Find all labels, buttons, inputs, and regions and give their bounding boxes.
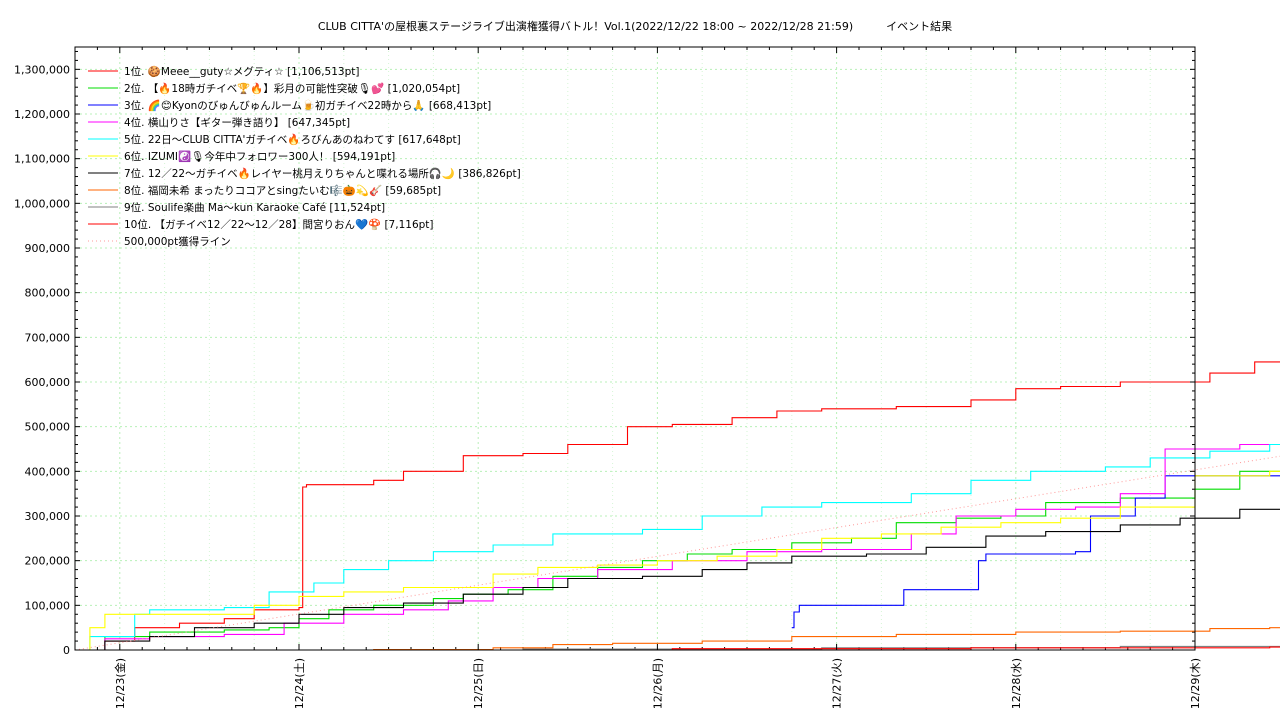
legend-label: 9位. Soulife楽曲 Ma〜kun Karaoke Café [11,52… [124, 201, 385, 214]
x-tick-label: 12/26(月) [651, 658, 664, 709]
chart-title: CLUB CITTA'の屋根裏ステージライブ出演権獲得バトル！Vol.1(202… [317, 20, 953, 33]
series-line-8 [75, 627, 1280, 651]
legend: 1位. 🍪Meee__guty☆メグティ☆ [1,106,513pt] 2位. 【… [88, 65, 521, 248]
x-tick-label: 12/29(木) [1189, 658, 1202, 709]
y-tick-label: 900,000 [25, 242, 71, 255]
legend-label: 500,000pt獲得ライン [124, 235, 231, 248]
x-tick-label: 12/27(火) [831, 658, 844, 709]
y-tick-label: 400,000 [25, 465, 71, 478]
legend-label: 3位. 🌈😊Kyonのびゅんびゅんルーム🍺初ガチイベ22時から🙏 [668,41… [124, 99, 491, 112]
y-tick-label: 1,000,000 [14, 197, 70, 210]
y-tick-label: 200,000 [25, 555, 71, 568]
y-tick-label: 700,000 [25, 331, 71, 344]
series-line-2 [75, 470, 1280, 651]
legend-label: 7位. 12／22〜ガチイベ🔥レイヤー桃月えりちゃんと喋れる場所🎧🌙 [386,… [124, 167, 521, 180]
y-tick-label: 500,000 [25, 421, 71, 434]
legend-label: 10位. 【ガチイベ12／22〜12／28】間宮りおん💙🍄 [7,116pt] [124, 218, 434, 231]
y-tick-label: 0 [63, 644, 70, 657]
y-tick-label: 1,300,000 [14, 63, 70, 76]
x-tick-label: 12/28(水) [1010, 658, 1023, 709]
legend-label: 8位. 福岡未希 まったりココアとsingたいむ🎼🎃💫🎸 [59,685pt] [124, 184, 441, 197]
series-line-7 [75, 508, 1280, 651]
series-line-4 [75, 443, 1280, 651]
series-line-1 [75, 361, 1280, 651]
legend-label: 6位. IZUMI☯️🎙今年中フォロワー300人！ [594,191pt] [124, 150, 395, 163]
y-tick-label: 1,100,000 [14, 153, 70, 166]
y-tick-label: 1,200,000 [14, 108, 70, 121]
y-axis: 0 100,000 200,000 300,000 400,000 500,000 600,… [14, 63, 1195, 657]
series-line-6 [75, 470, 1280, 651]
legend-label: 4位. 横山りさ【ギター弾き語り】 [647,345pt] [124, 116, 350, 129]
legend-label: 2位. 【🔥18時ガチイベ🏆🔥】彩月の可能性突破🎙💕 [1,020,054pt] [124, 82, 460, 95]
legend-label: 5位. 22日〜CLUB CITTA'ガチイベ🔥ろびんあのねわてす [617,6… [124, 133, 461, 146]
y-tick-label: 600,000 [25, 376, 71, 389]
legend-label: 1位. 🍪Meee__guty☆メグティ☆ [1,106,513pt] [124, 65, 359, 78]
x-axis: 12/23(金) 12/24(土) 12/25(日) 12/26(月) 12/27(火)… [113, 47, 1202, 709]
y-tick-label: 800,000 [25, 287, 71, 300]
series-line-11 [74, 455, 1280, 651]
series-line-3 [791, 475, 1280, 629]
series-lines [74, 361, 1280, 651]
x-tick-label: 12/24(土) [293, 658, 306, 709]
y-tick-label: 100,000 [25, 599, 71, 612]
plot-frame [74, 46, 1196, 651]
series-line-5 [75, 443, 1280, 651]
x-tick-label: 12/23(金) [113, 658, 127, 709]
x-tick-label: 12/25(日) [472, 658, 485, 709]
y-tick-label: 300,000 [25, 510, 71, 523]
